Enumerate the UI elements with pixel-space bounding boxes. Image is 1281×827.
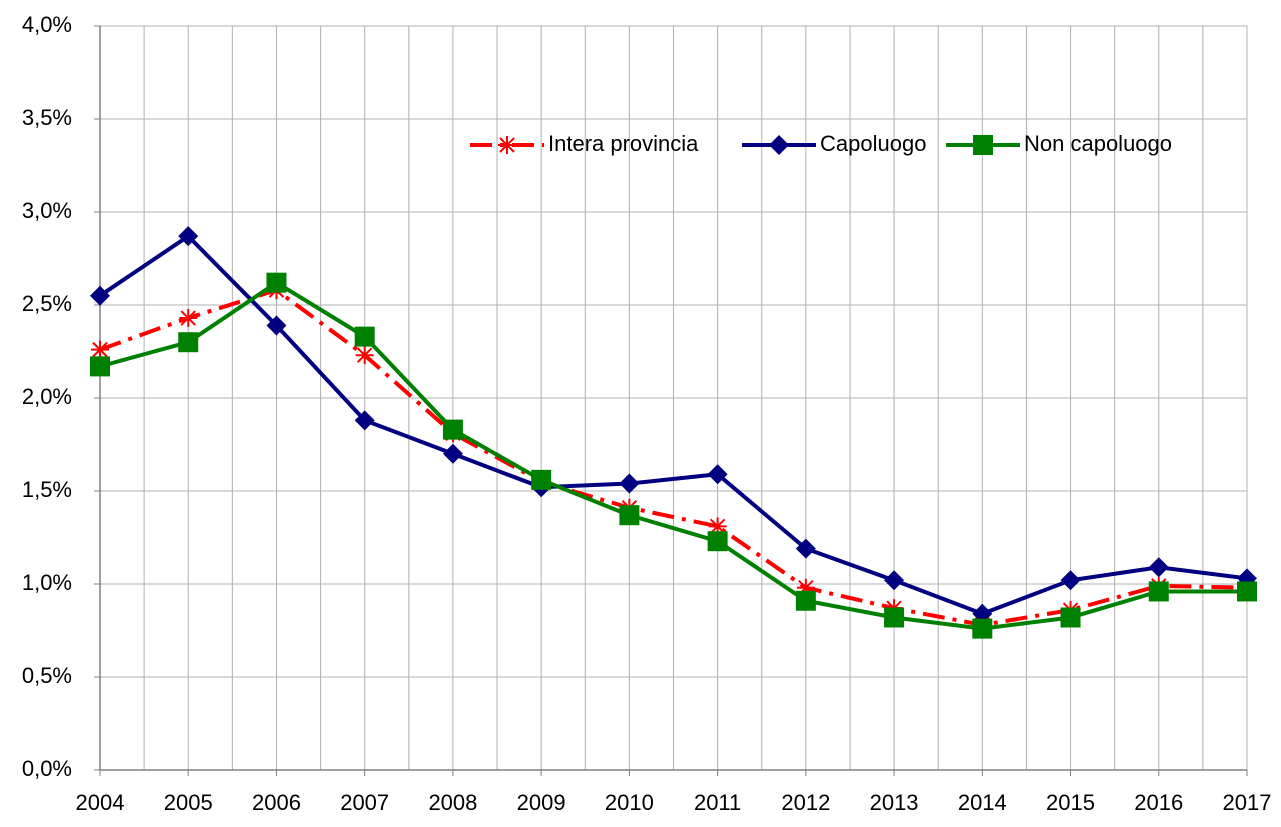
x-tick-label: 2010	[605, 790, 654, 815]
series-line	[99, 280, 1247, 631]
marker	[1148, 557, 1169, 578]
y-tick-label: 2,0%	[22, 384, 72, 409]
y-tick-label: 0,5%	[22, 663, 72, 688]
marker	[1060, 607, 1081, 628]
x-tick-label: 2013	[870, 790, 919, 815]
marker	[90, 285, 110, 306]
marker	[796, 578, 815, 597]
marker	[795, 590, 816, 611]
x-tick-label: 2014	[958, 790, 1007, 815]
x-tick-label: 2005	[164, 790, 213, 815]
marker	[90, 356, 110, 377]
marker	[1060, 570, 1081, 591]
x-tick-label: 2016	[1134, 790, 1183, 815]
marker	[178, 226, 199, 247]
marker	[266, 272, 287, 293]
x-tick-label: 2006	[252, 790, 301, 815]
marker	[354, 410, 375, 431]
x-tick-label: 2012	[781, 790, 830, 815]
marker	[619, 473, 640, 494]
marker	[884, 570, 905, 591]
marker	[707, 531, 728, 552]
marker	[708, 517, 727, 536]
marker	[884, 607, 905, 628]
x-tick-label: 2007	[340, 790, 389, 815]
marker	[973, 135, 993, 155]
marker	[442, 419, 463, 440]
marker	[266, 315, 287, 336]
marker	[498, 136, 516, 154]
x-tick-label: 2009	[517, 790, 566, 815]
y-tick-label: 3,0%	[22, 198, 72, 223]
legend-label: Non capoluogo	[1024, 131, 1172, 156]
y-tick-label: 1,0%	[22, 570, 72, 595]
marker	[91, 340, 109, 359]
y-tick-label: 0,0%	[22, 756, 72, 781]
marker	[707, 464, 728, 485]
x-tick-label: 2015	[1046, 790, 1095, 815]
legend-label: Capoluogo	[820, 131, 926, 156]
marker	[795, 538, 816, 559]
marker	[972, 618, 993, 639]
series-line	[98, 233, 1248, 616]
marker	[619, 505, 640, 526]
series-line	[99, 287, 1248, 627]
legend-label: Intera provincia	[548, 131, 699, 156]
x-tick-label: 2017	[1223, 790, 1272, 815]
marker	[355, 346, 374, 365]
y-tick-label: 4,0%	[22, 12, 72, 37]
marker	[178, 332, 199, 353]
marker	[1148, 581, 1169, 602]
marker	[179, 309, 198, 328]
marker	[354, 326, 375, 347]
marker	[531, 469, 552, 490]
marker	[1237, 581, 1257, 602]
x-tick-label: 2004	[76, 790, 125, 815]
y-tick-label: 3,5%	[22, 105, 72, 130]
x-tick-label: 2008	[428, 790, 477, 815]
marker	[769, 135, 789, 155]
y-tick-label: 2,5%	[22, 291, 72, 316]
x-tick-label: 2011	[694, 790, 741, 815]
marker	[442, 443, 463, 464]
y-tick-label: 1,5%	[22, 477, 72, 502]
